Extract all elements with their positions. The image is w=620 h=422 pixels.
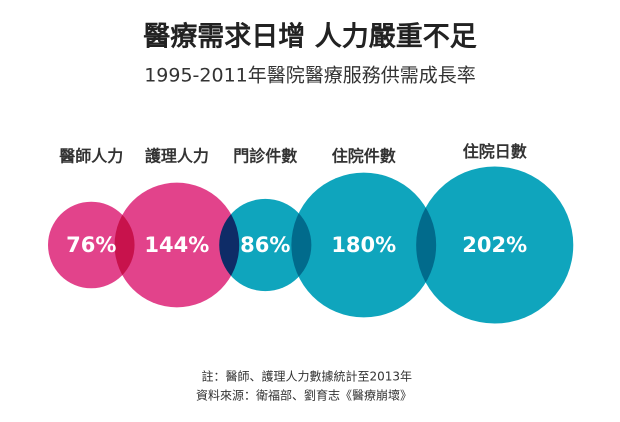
value-label: 86% — [240, 233, 290, 257]
category-label: 住院日數 — [463, 142, 527, 161]
footnote: 註：醫師、護理人力數據統計至2013年 — [201, 369, 412, 384]
category-label: 住院件數 — [332, 147, 396, 166]
bubble — [416, 166, 574, 324]
value-label: 180% — [331, 233, 396, 257]
chart-subtitle: 1995-2011年醫院醫療服務供需成長率 — [144, 65, 476, 87]
source-note: 資料來源：衛福部、劉育志《醫療崩壞》 — [196, 388, 412, 403]
bubbles: 76% 醫師人力 144% 護理人力 86% 門診件數 180% 住院件數 202% 住院日數 — [48, 142, 574, 324]
bubble — [291, 172, 437, 318]
category-label: 門診件數 — [233, 147, 297, 166]
bubble — [114, 182, 240, 308]
category-label: 醫師人力 — [59, 147, 123, 166]
chart-title: 醫療需求日增 人力嚴重不足 — [143, 21, 476, 53]
value-label: 202% — [462, 233, 527, 257]
category-label: 護理人力 — [145, 147, 209, 166]
value-label: 76% — [66, 233, 116, 257]
bubble — [48, 201, 135, 289]
value-label: 144% — [144, 233, 209, 257]
bubble — [219, 198, 312, 292]
